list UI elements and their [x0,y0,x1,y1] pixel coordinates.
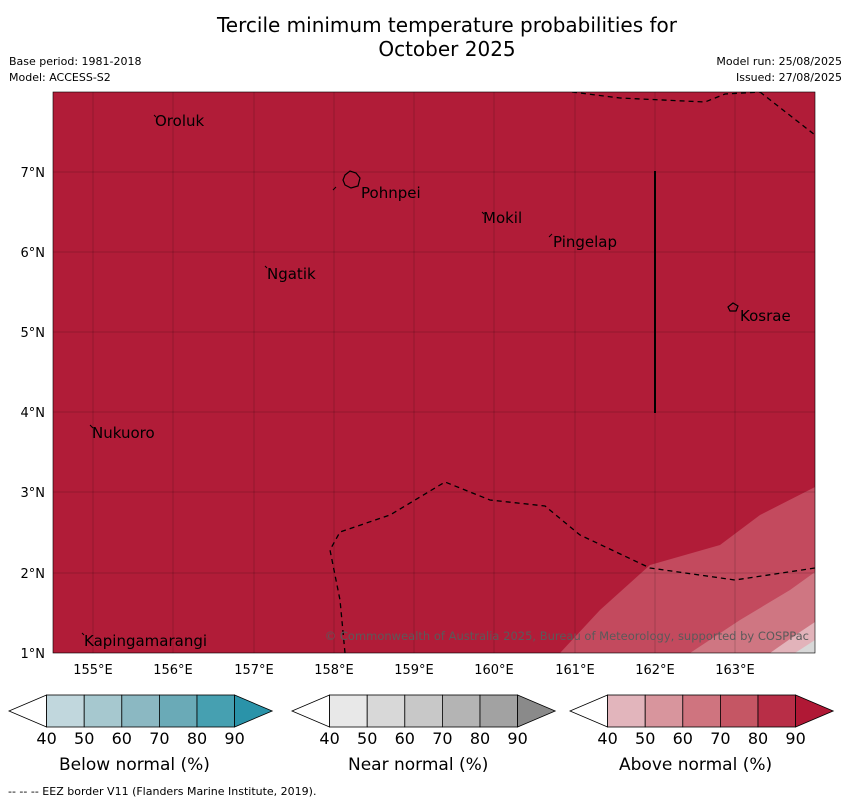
lon-tick-label: 162°E [635,663,675,678]
issued-date: Issued: 27/08/2025 [735,71,842,84]
prob-band-near [795,640,815,653]
place-label-kosrae: Kosrae [740,307,791,325]
colorbar-extend-low [290,694,331,728]
footnote: -- -- -- EEZ border V11 (Flanders Marine… [8,785,317,798]
prob-band-50 [770,622,815,653]
colorbar-segment [366,694,406,728]
colorbar-segment [404,694,443,728]
lon-tick-label: 158°E [314,663,354,678]
colorbar-above-normal: 40 50 60 70 80 90 [568,694,835,748]
latitude-axis: 1°N 2°N 3°N 4°N 5°N 6°N 7°N [21,166,46,662]
base-period: Base period: 1981-2018 [9,55,142,68]
model-run: Model run: 25/08/2025 [716,55,842,68]
colorbar-tick-label: 40 [36,729,56,748]
legend-label-near: Near normal (%) [348,755,489,775]
colorbar-segment [757,694,796,728]
place-label-mokil: Mokil [483,209,522,227]
colorbar-tick-label: 50 [635,729,655,748]
colorbar-segment [479,694,518,728]
lat-tick-label: 6°N [21,246,46,261]
colorbar-tick-label: 70 [432,729,452,748]
colorbar-extend-high [795,694,835,728]
meta-right: Model run: 25/08/2025 Issued: 27/08/2025 [716,54,842,86]
colorbar-segment [644,694,684,728]
colorbar-tick-label: 90 [224,729,244,748]
colorbar-segment [121,694,160,728]
colorbar-tick-label: 60 [673,729,693,748]
copyright-text: © Commonwealth of Australia 2025, Bureau… [325,629,809,643]
colorbar-below-normal: 40 50 60 70 80 90 [7,694,274,748]
title-line-1: Tercile minimum temperature probabilitie… [216,13,678,37]
place-labels: Oroluk Pohnpei Mokil Pingelap Ngatik Kos… [84,112,791,650]
place-label-pingelap: Pingelap [553,233,617,251]
colorbar-segment [607,694,646,728]
colorbar-segment [196,694,235,728]
pohnpei-island [342,170,361,189]
colorbar-extend-low [7,694,47,728]
lon-tick-label: 156°E [153,663,193,678]
colorbar-tick-label: 50 [74,729,94,748]
legend-label-below: Below normal (%) [59,755,210,775]
atoll-markers [81,114,553,636]
colorbar-tick-label: 60 [395,729,415,748]
lat-tick-label: 7°N [21,166,46,181]
lon-tick-label: 159°E [394,663,434,678]
colorbar-tick-label: 80 [748,729,768,748]
map-figure: Oroluk Pohnpei Mokil Pingelap Ngatik Kos… [21,91,816,678]
legend-colorbars: 40 50 60 70 80 90 40 50 60 70 80 90 40 50 60 70 80 90 [7,694,835,748]
ant-atoll [332,186,337,191]
place-label-nukuoro: Nukuoro [92,424,155,442]
colorbar-extend-high [234,694,274,728]
colorbar-segment [720,694,759,728]
colorbar-tick-label: 90 [507,729,527,748]
colorbar-tick-label: 50 [357,729,377,748]
lon-tick-label: 157°E [234,663,274,678]
place-label-pohnpei: Pohnpei [361,184,421,202]
meta-left: Base period: 1981-2018 Model: ACCESS-S2 [9,54,141,86]
eez-border-north [571,92,815,136]
colorbar-tick-label: 90 [785,729,805,748]
place-label-ngatik: Ngatik [267,265,316,283]
prob-band-70 [560,487,815,653]
colorbar-tick-label: 40 [597,729,617,748]
lat-tick-label: 3°N [21,486,46,501]
colorbar-segment [329,694,368,728]
model-name: Model: ACCESS-S2 [9,71,111,84]
longitude-axis: 155°E 156°E 157°E 158°E 159°E 160°E 161°… [73,663,755,678]
colorbar-tick-label: 70 [149,729,169,748]
colorbar-segment [158,694,198,728]
colorbar-tick-label: 70 [710,729,730,748]
lat-tick-label: 2°N [21,567,46,582]
colorbar-tick-label: 80 [470,729,490,748]
chart-title: Tercile minimum temperature probabilitie… [0,13,850,61]
colorbar-tick-label: 80 [187,729,207,748]
colorbar-near-normal: 40 50 60 70 80 90 [290,694,557,748]
lon-tick-label: 155°E [73,663,113,678]
colorbar-segment [441,694,481,728]
lat-tick-label: 1°N [21,647,46,662]
colorbar-segment [83,694,123,728]
place-label-kapingamarangi: Kapingamarangi [84,632,207,650]
lon-tick-label: 160°E [474,663,514,678]
lat-tick-label: 5°N [21,326,46,341]
colorbar-extend-low [568,694,608,728]
lat-tick-label: 4°N [21,406,46,421]
lon-tick-label: 163°E [715,663,755,678]
lon-tick-label: 161°E [555,663,595,678]
colorbar-segment [682,694,721,728]
colorbar-extend-high [517,694,557,728]
title-line-2: October 2025 [378,37,516,61]
map-frame [52,91,816,654]
kosrae-island [727,302,739,312]
place-label-oroluk: Oroluk [155,112,204,130]
legend-label-above: Above normal (%) [619,755,773,775]
prob-band-60 [690,572,815,653]
colorbar-segment [46,694,85,728]
colorbar-tick-label: 60 [112,729,132,748]
colorbar-tick-label: 40 [319,729,339,748]
